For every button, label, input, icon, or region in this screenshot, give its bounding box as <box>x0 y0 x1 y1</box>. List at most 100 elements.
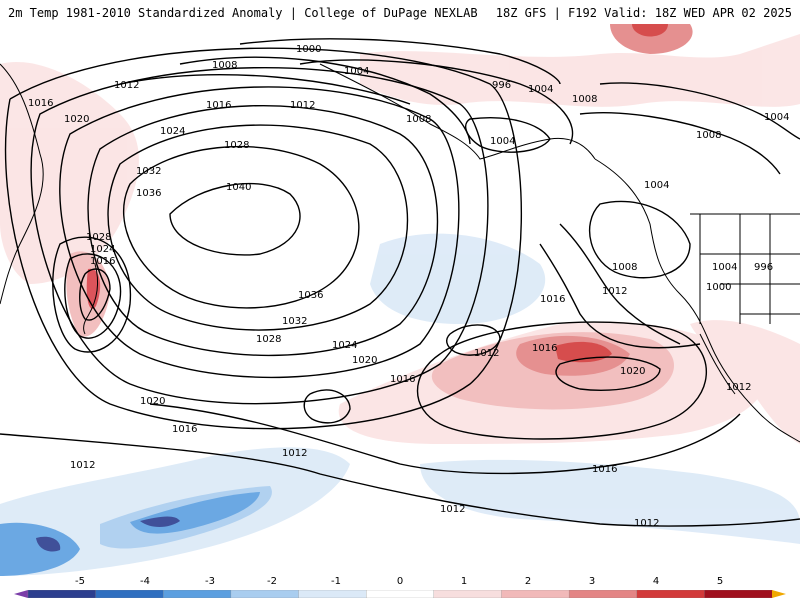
label-1020-b: 1020 <box>352 355 377 366</box>
isobar-1012-high <box>446 324 501 356</box>
tick-label: -3 <box>205 576 215 587</box>
label-1008-d: 1008 <box>696 130 721 141</box>
isobar-1008-north <box>179 56 471 145</box>
label-1028: 1028 <box>224 140 249 151</box>
asia-coast <box>0 63 44 305</box>
cool-anomaly-sw <box>0 522 80 576</box>
isobar-1036 <box>122 145 360 309</box>
tick-label: -2 <box>267 576 277 587</box>
isobar-1008-ne <box>579 112 781 175</box>
isobar-1024 <box>59 86 460 379</box>
colorbar-segment <box>772 590 786 598</box>
isobar-1004-ne <box>599 82 800 140</box>
isobar-1024-japan <box>64 253 122 339</box>
label-1004-b: 1004 <box>490 136 515 147</box>
isobar-1008-aleutian <box>464 117 551 153</box>
anomaly-map: 1000 1004 1008 1012 1016 1020 1024 1028 … <box>0 24 800 576</box>
label-1008: 1008 <box>212 60 237 71</box>
tick-label: 5 <box>716 576 724 587</box>
isobar-1016-east <box>539 243 701 349</box>
label-1004-d: 1004 <box>764 112 789 123</box>
tick-label: -5 <box>75 576 85 587</box>
isobar-1012-east <box>559 223 681 345</box>
isobar-1020 <box>30 67 489 405</box>
label-1028-b: 1028 <box>256 334 281 345</box>
label-1012-h: 1012 <box>602 286 627 297</box>
anomaly-shading <box>0 24 800 576</box>
cool-anomaly-south-core <box>140 516 180 528</box>
label-1024: 1024 <box>160 126 185 137</box>
tick-label: -4 <box>140 576 150 587</box>
label-1016-b: 1016 <box>206 100 231 111</box>
map-canvas: 1000 1004 1008 1012 1016 1020 1024 1028 … <box>0 24 800 576</box>
isobar-1016-high <box>416 321 707 440</box>
label-1036: 1036 <box>136 188 161 199</box>
colorbar-gradient <box>14 590 786 598</box>
label-1016-c: 1016 <box>172 424 197 435</box>
isobar-labels: 1000 1004 1008 1012 1016 1020 1024 1028 … <box>28 44 789 529</box>
isobar-1012-north <box>119 74 411 105</box>
label-1032: 1032 <box>136 166 161 177</box>
warm-anomaly-japan-core <box>86 268 101 309</box>
isobar-1020-high <box>555 356 661 391</box>
tick-label: -1 <box>331 576 341 587</box>
map-header: 2m Temp 1981-2010 Standardized Anomaly |… <box>0 0 800 24</box>
label-1020-d: 1020 <box>620 366 645 377</box>
colorbar-segment <box>568 590 638 598</box>
label-1008-c: 1008 <box>612 262 637 273</box>
isobar-1000-north <box>239 38 561 85</box>
label-1000: 1000 <box>296 44 321 55</box>
label-1012: 1012 <box>114 80 139 91</box>
isobar-1032 <box>107 124 409 331</box>
baja-coast <box>699 333 736 395</box>
isobar-1028-japan <box>52 236 132 353</box>
label-1004: 1004 <box>344 66 369 77</box>
label-1016-f: 1016 <box>592 464 617 475</box>
label-1008-e: 1008 <box>572 94 597 105</box>
warm-anomaly-mexico <box>690 320 800 444</box>
label-1000-c: 1004 <box>528 84 553 95</box>
label-1012-d: 1012 <box>474 348 499 359</box>
warm-anomaly-north <box>360 34 800 107</box>
isobar-1040 <box>169 182 301 256</box>
label-1024-b: 1024 <box>332 340 357 351</box>
isobar-1008-low <box>588 200 691 279</box>
label-1008-b: 1008 <box>406 114 431 125</box>
coastlines <box>0 63 800 443</box>
isobar-1004-north <box>299 59 574 145</box>
isobar-1016-closed <box>303 389 351 424</box>
label-1012-g: 1012 <box>634 518 659 529</box>
tick-label: 1 <box>460 576 468 587</box>
colorbar-tick-labels: -5 -4 -3 -2 -1 0 1 2 3 4 5 <box>0 576 800 589</box>
warm-anomaly-bering <box>610 24 693 54</box>
anomaly-colorbar: -5 -4 -3 -2 -1 0 1 2 3 4 5 <box>0 576 800 600</box>
colorbar-segment <box>230 590 300 598</box>
colorbar-segment <box>27 590 97 598</box>
japan-coast <box>83 263 99 335</box>
label-996: 996 <box>492 80 511 91</box>
label-1016-h: 1016 <box>90 256 115 267</box>
label-1004-e: 1004 <box>712 262 737 273</box>
label-1016-d: 1016 <box>390 374 415 385</box>
label-1016: 1016 <box>28 98 53 109</box>
isobars <box>0 38 800 527</box>
colorbar-segment <box>366 590 435 598</box>
isobar-1012-south <box>0 433 800 527</box>
isobar-1028 <box>87 104 439 357</box>
label-1024-c: 1024 <box>90 244 115 255</box>
label-1028-c: 1028 <box>86 232 111 243</box>
label-1012-i: 1012 <box>726 382 751 393</box>
colorbar-segment <box>636 590 706 598</box>
label-1016-g: 1016 <box>540 294 565 305</box>
colorbar-segment <box>433 590 503 598</box>
label-1012-f: 1012 <box>440 504 465 515</box>
colorbar-segment <box>163 590 232 598</box>
us-states <box>699 214 800 324</box>
na-west-coast <box>594 158 800 443</box>
alaska-coast <box>319 63 596 160</box>
isobar-1016-south <box>149 403 741 475</box>
cool-anomaly-east <box>420 459 800 544</box>
run-info: 18Z GFS | F192 Valid: 18Z WED APR 02 202… <box>495 6 792 20</box>
label-1036-b: 1036 <box>298 290 323 301</box>
cool-anomaly-sw-core <box>36 536 61 552</box>
